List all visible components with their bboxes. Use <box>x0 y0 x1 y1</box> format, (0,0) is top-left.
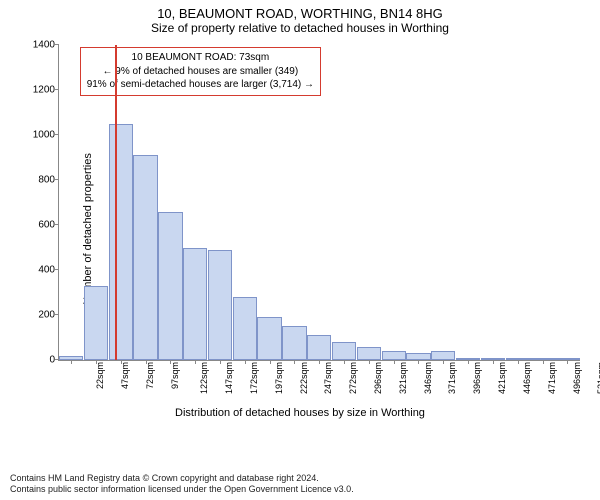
x-tick-mark <box>493 360 494 364</box>
histogram-bar <box>431 351 455 360</box>
x-tick-label: 122sqm <box>199 362 209 394</box>
y-tick-label: 1400 <box>33 40 59 51</box>
histogram-bar <box>332 342 356 360</box>
x-tick-mark <box>567 360 568 364</box>
histogram-bar <box>208 250 232 360</box>
annotation-line: 91% of semi-detached houses are larger (… <box>87 78 314 92</box>
footer-line-1: Contains HM Land Registry data © Crown c… <box>10 473 354 485</box>
x-tick-label: 296sqm <box>373 362 383 394</box>
footer-line-2: Contains public sector information licen… <box>10 484 354 496</box>
y-tick-label: 0 <box>49 355 59 366</box>
x-tick-mark <box>543 360 544 364</box>
x-tick-label: 346sqm <box>423 362 433 394</box>
x-tick-label: 72sqm <box>145 362 155 389</box>
x-tick-label: 247sqm <box>323 362 333 394</box>
x-tick-label: 371sqm <box>448 362 458 394</box>
x-tick-label: 147sqm <box>224 362 234 394</box>
page-title: 10, BEAUMONT ROAD, WORTHING, BN14 8HG <box>10 6 590 21</box>
y-tick-mark <box>55 314 59 315</box>
x-tick-mark <box>443 360 444 364</box>
x-tick-mark <box>418 360 419 364</box>
x-tick-label: 396sqm <box>472 362 482 394</box>
y-tick-label: 1000 <box>33 130 59 141</box>
histogram-bar <box>282 326 306 360</box>
plot-area: 10 BEAUMONT ROAD: 73sqm← 9% of detached … <box>58 45 580 361</box>
y-tick-mark <box>55 134 59 135</box>
histogram-bar <box>158 212 182 361</box>
y-tick-mark <box>55 269 59 270</box>
x-tick-label: 321sqm <box>398 362 408 394</box>
y-tick-label: 200 <box>38 310 59 321</box>
footer-text: Contains HM Land Registry data © Crown c… <box>10 473 354 496</box>
histogram-bar <box>233 297 257 360</box>
x-tick-label: 446sqm <box>522 362 532 394</box>
property-marker-line <box>115 45 117 360</box>
x-tick-label: 521sqm <box>596 362 600 394</box>
x-tick-mark <box>344 360 345 364</box>
x-tick-mark <box>195 360 196 364</box>
x-tick-label: 222sqm <box>299 362 309 394</box>
x-tick-mark <box>394 360 395 364</box>
histogram-bar <box>183 248 207 361</box>
histogram-bar <box>357 347 381 361</box>
y-tick-mark <box>55 44 59 45</box>
y-tick-label: 400 <box>38 265 59 276</box>
annotation-line: 10 BEAUMONT ROAD: 73sqm <box>87 51 314 65</box>
x-tick-mark <box>270 360 271 364</box>
y-tick-mark <box>55 179 59 180</box>
x-tick-mark <box>220 360 221 364</box>
x-tick-label: 496sqm <box>572 362 582 394</box>
x-tick-mark <box>146 360 147 364</box>
histogram-bar <box>257 317 281 360</box>
x-axis-label: Distribution of detached houses by size … <box>10 407 590 419</box>
x-tick-mark <box>468 360 469 364</box>
x-tick-label: 172sqm <box>249 362 259 394</box>
x-tick-mark <box>369 360 370 364</box>
x-tick-label: 272sqm <box>348 362 358 394</box>
y-tick-label: 1200 <box>33 85 59 96</box>
x-tick-label: 47sqm <box>120 362 130 389</box>
x-tick-label: 22sqm <box>95 362 105 389</box>
x-tick-mark <box>294 360 295 364</box>
x-tick-label: 421sqm <box>497 362 507 394</box>
x-tick-mark <box>518 360 519 364</box>
y-tick-mark <box>55 224 59 225</box>
x-tick-mark <box>319 360 320 364</box>
x-tick-label: 97sqm <box>170 362 180 389</box>
x-tick-mark <box>96 360 97 364</box>
x-tick-mark <box>71 360 72 364</box>
x-tick-label: 197sqm <box>274 362 284 394</box>
y-tick-label: 800 <box>38 175 59 186</box>
x-tick-mark <box>121 360 122 364</box>
histogram-bar <box>406 353 430 360</box>
x-tick-mark <box>245 360 246 364</box>
y-tick-label: 600 <box>38 220 59 231</box>
page-subtitle: Size of property relative to detached ho… <box>10 21 590 35</box>
histogram-bar <box>109 124 133 360</box>
annotation-line: ← 9% of detached houses are smaller (349… <box>87 65 314 79</box>
histogram-bar <box>133 155 157 360</box>
y-tick-mark <box>55 89 59 90</box>
x-tick-label: 471sqm <box>547 362 557 394</box>
histogram-bar <box>84 286 108 360</box>
histogram-bar <box>382 351 406 360</box>
chart-container: Number of detached properties 10 BEAUMON… <box>10 39 590 419</box>
histogram-bar <box>307 335 331 360</box>
x-tick-mark <box>170 360 171 364</box>
